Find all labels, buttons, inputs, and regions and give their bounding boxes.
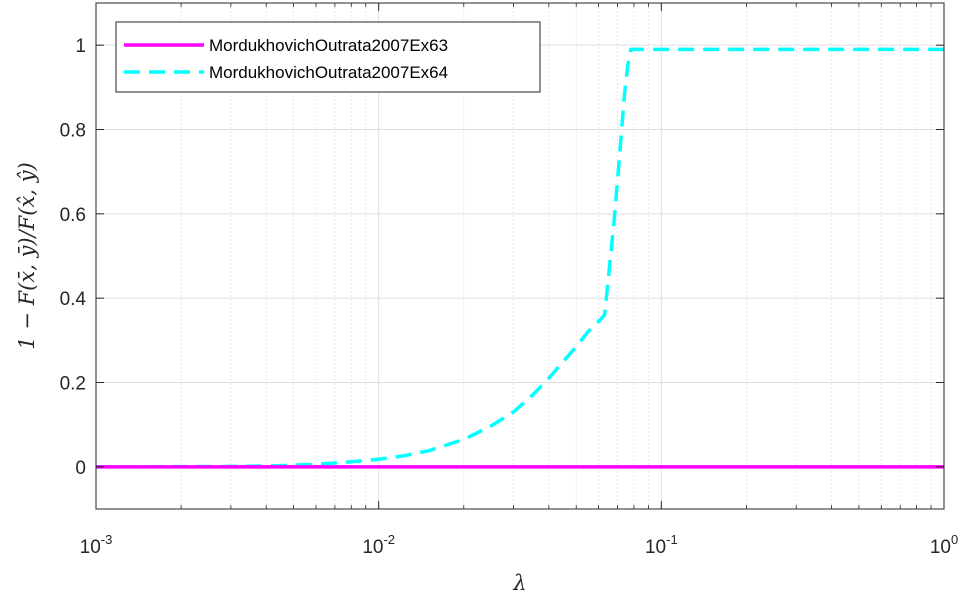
x-axis-label: λ (512, 571, 526, 595)
x-tick-base: 10 (80, 537, 101, 558)
y-axis-label: 1 − F(x̄, ȳ)/F(x̂, ŷ) (15, 162, 39, 349)
x-tick-label: 10-1 (645, 532, 678, 558)
legend-label-1: MordukhovichOutrata2007Ex63 (209, 36, 448, 55)
y-tick-label: 1 (75, 36, 86, 57)
x-tick-base: 10 (645, 537, 666, 558)
y-tick-label: 0.6 (60, 205, 86, 226)
x-tick-exponent: -3 (101, 532, 113, 547)
legend-box (115, 21, 541, 93)
y-tick-label: 0 (75, 458, 86, 479)
y-tick-label: 0.8 (60, 121, 86, 142)
x-tick-label: 100 (930, 532, 958, 558)
legend-label-2: MordukhovichOutrata2007Ex64 (209, 63, 448, 82)
plot-frame (95, 2, 945, 510)
x-tick-label: 10-3 (80, 532, 113, 558)
legend: MordukhovichOutrata2007Ex63 MordukhovichO… (115, 21, 541, 93)
y-tick-label: 0.4 (60, 289, 87, 310)
ticks (95, 3, 945, 509)
x-tick-base: 10 (362, 537, 383, 558)
x-tick-base: 10 (930, 537, 951, 558)
series-line-2 (95, 47, 944, 469)
x-tick-label: 10-2 (362, 532, 395, 558)
series-layer (95, 47, 944, 469)
x-tick-exponent: -1 (666, 532, 678, 547)
x-tick-exponent: 0 (951, 532, 958, 547)
x-tick-exponent: -2 (383, 532, 395, 547)
y-tick-label: 0.2 (60, 374, 86, 395)
